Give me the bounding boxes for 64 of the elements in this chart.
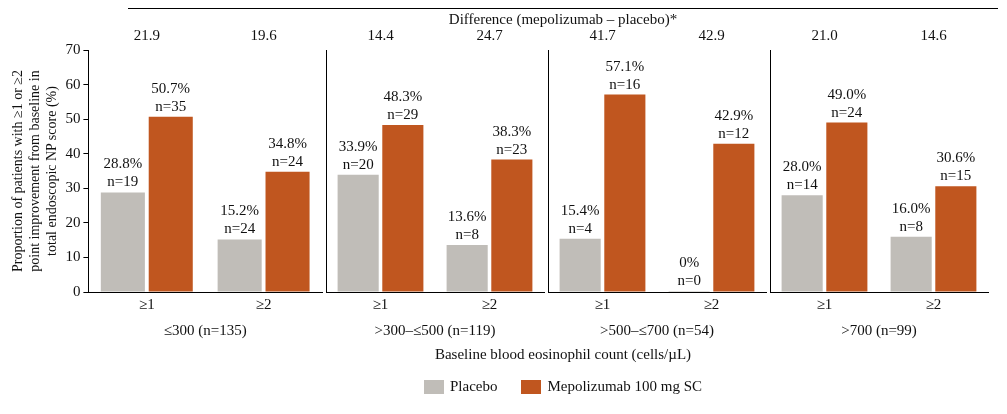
text: Difference (mepolizumab – placebo)* <box>128 8 998 28</box>
bar <box>826 122 868 292</box>
y-tick-label: 50 <box>65 110 81 127</box>
data-label: 48.3% n=29 <box>383 88 423 123</box>
data-label: 49.0% n=24 <box>827 85 867 120</box>
bar <box>604 94 646 292</box>
bar <box>781 195 823 292</box>
x-tick-label: ≥1 <box>594 295 611 312</box>
data-label: 16.0% n=8 <box>891 199 931 234</box>
text: 42.9 <box>698 27 725 43</box>
data-label: 57.1% n=16 <box>605 57 645 92</box>
y-tick-label: 40 <box>65 144 81 161</box>
data-label: 33.9% n=20 <box>338 137 378 172</box>
x-axis-title: >500–≤700 (n=54) <box>600 321 714 339</box>
x-tick-label: ≥2 <box>481 295 498 312</box>
text: 14.4 <box>367 27 395 43</box>
x-tick-label: ≥2 <box>925 295 942 312</box>
x-axis-title: ≤300 (n=135) <box>163 321 247 339</box>
y-tick-label: 60 <box>65 75 81 92</box>
text: 24.7 <box>476 27 504 43</box>
bar <box>148 116 193 292</box>
y-tick-label: 0 <box>72 282 81 299</box>
y-axis-title: Proportion of patients with ≥1 or ≥2 point improvement from baseline in total endoscopic NP score (%) <box>10 69 60 273</box>
data-label: 30.6% n=15 <box>936 149 976 184</box>
data-label: 0% n=0 <box>677 254 701 288</box>
text: 41.7 <box>589 27 617 43</box>
text: 21.0 <box>811 27 838 43</box>
x-tick-label: ≥1 <box>138 295 155 312</box>
bar <box>713 143 755 292</box>
data-label: 28.8% n=19 <box>103 155 143 190</box>
legend-label: Mepolizumab 100 mg SC <box>547 378 703 395</box>
data-label: 15.2% n=24 <box>220 202 260 237</box>
text: 21.9 <box>133 27 160 43</box>
bar <box>382 125 424 292</box>
data-label: 28.0% n=14 <box>782 158 822 193</box>
x-tick-label: ≥1 <box>372 295 389 312</box>
bar <box>446 244 488 292</box>
text: Baseline blood eosinophil count (cells/µL) <box>433 346 693 363</box>
x-tick-label: ≥2 <box>255 295 272 312</box>
y-tick-label: 70 <box>65 40 81 57</box>
text: 19.6 <box>250 27 278 43</box>
y-tick-label: 10 <box>65 248 81 265</box>
x-tick-label: ≥2 <box>703 295 720 312</box>
data-label: 34.8% n=24 <box>268 134 307 169</box>
bar <box>100 192 145 292</box>
data-label: 42.9% n=12 <box>714 106 754 141</box>
bar <box>559 238 601 292</box>
bar <box>491 159 533 292</box>
x-axis-title: >700 (n=99) <box>841 321 917 339</box>
x-axis-title: >300–≤500 (n=119) <box>374 321 496 339</box>
legend-label: Placebo <box>449 378 498 395</box>
bar <box>337 174 379 292</box>
bar <box>890 236 932 292</box>
y-tick-label: 30 <box>65 179 81 196</box>
data-label: 38.3% n=23 <box>492 122 532 157</box>
text: 14.6 <box>920 27 948 43</box>
data-label: 50.7% n=35 <box>151 79 191 114</box>
x-tick-label: ≥1 <box>816 295 833 312</box>
bar <box>217 239 262 292</box>
bar <box>935 186 977 292</box>
data-label: 13.6% n=8 <box>447 207 487 242</box>
y-tick-label: 20 <box>65 213 81 230</box>
bar <box>265 171 310 292</box>
data-label: 15.4% n=4 <box>560 201 600 236</box>
